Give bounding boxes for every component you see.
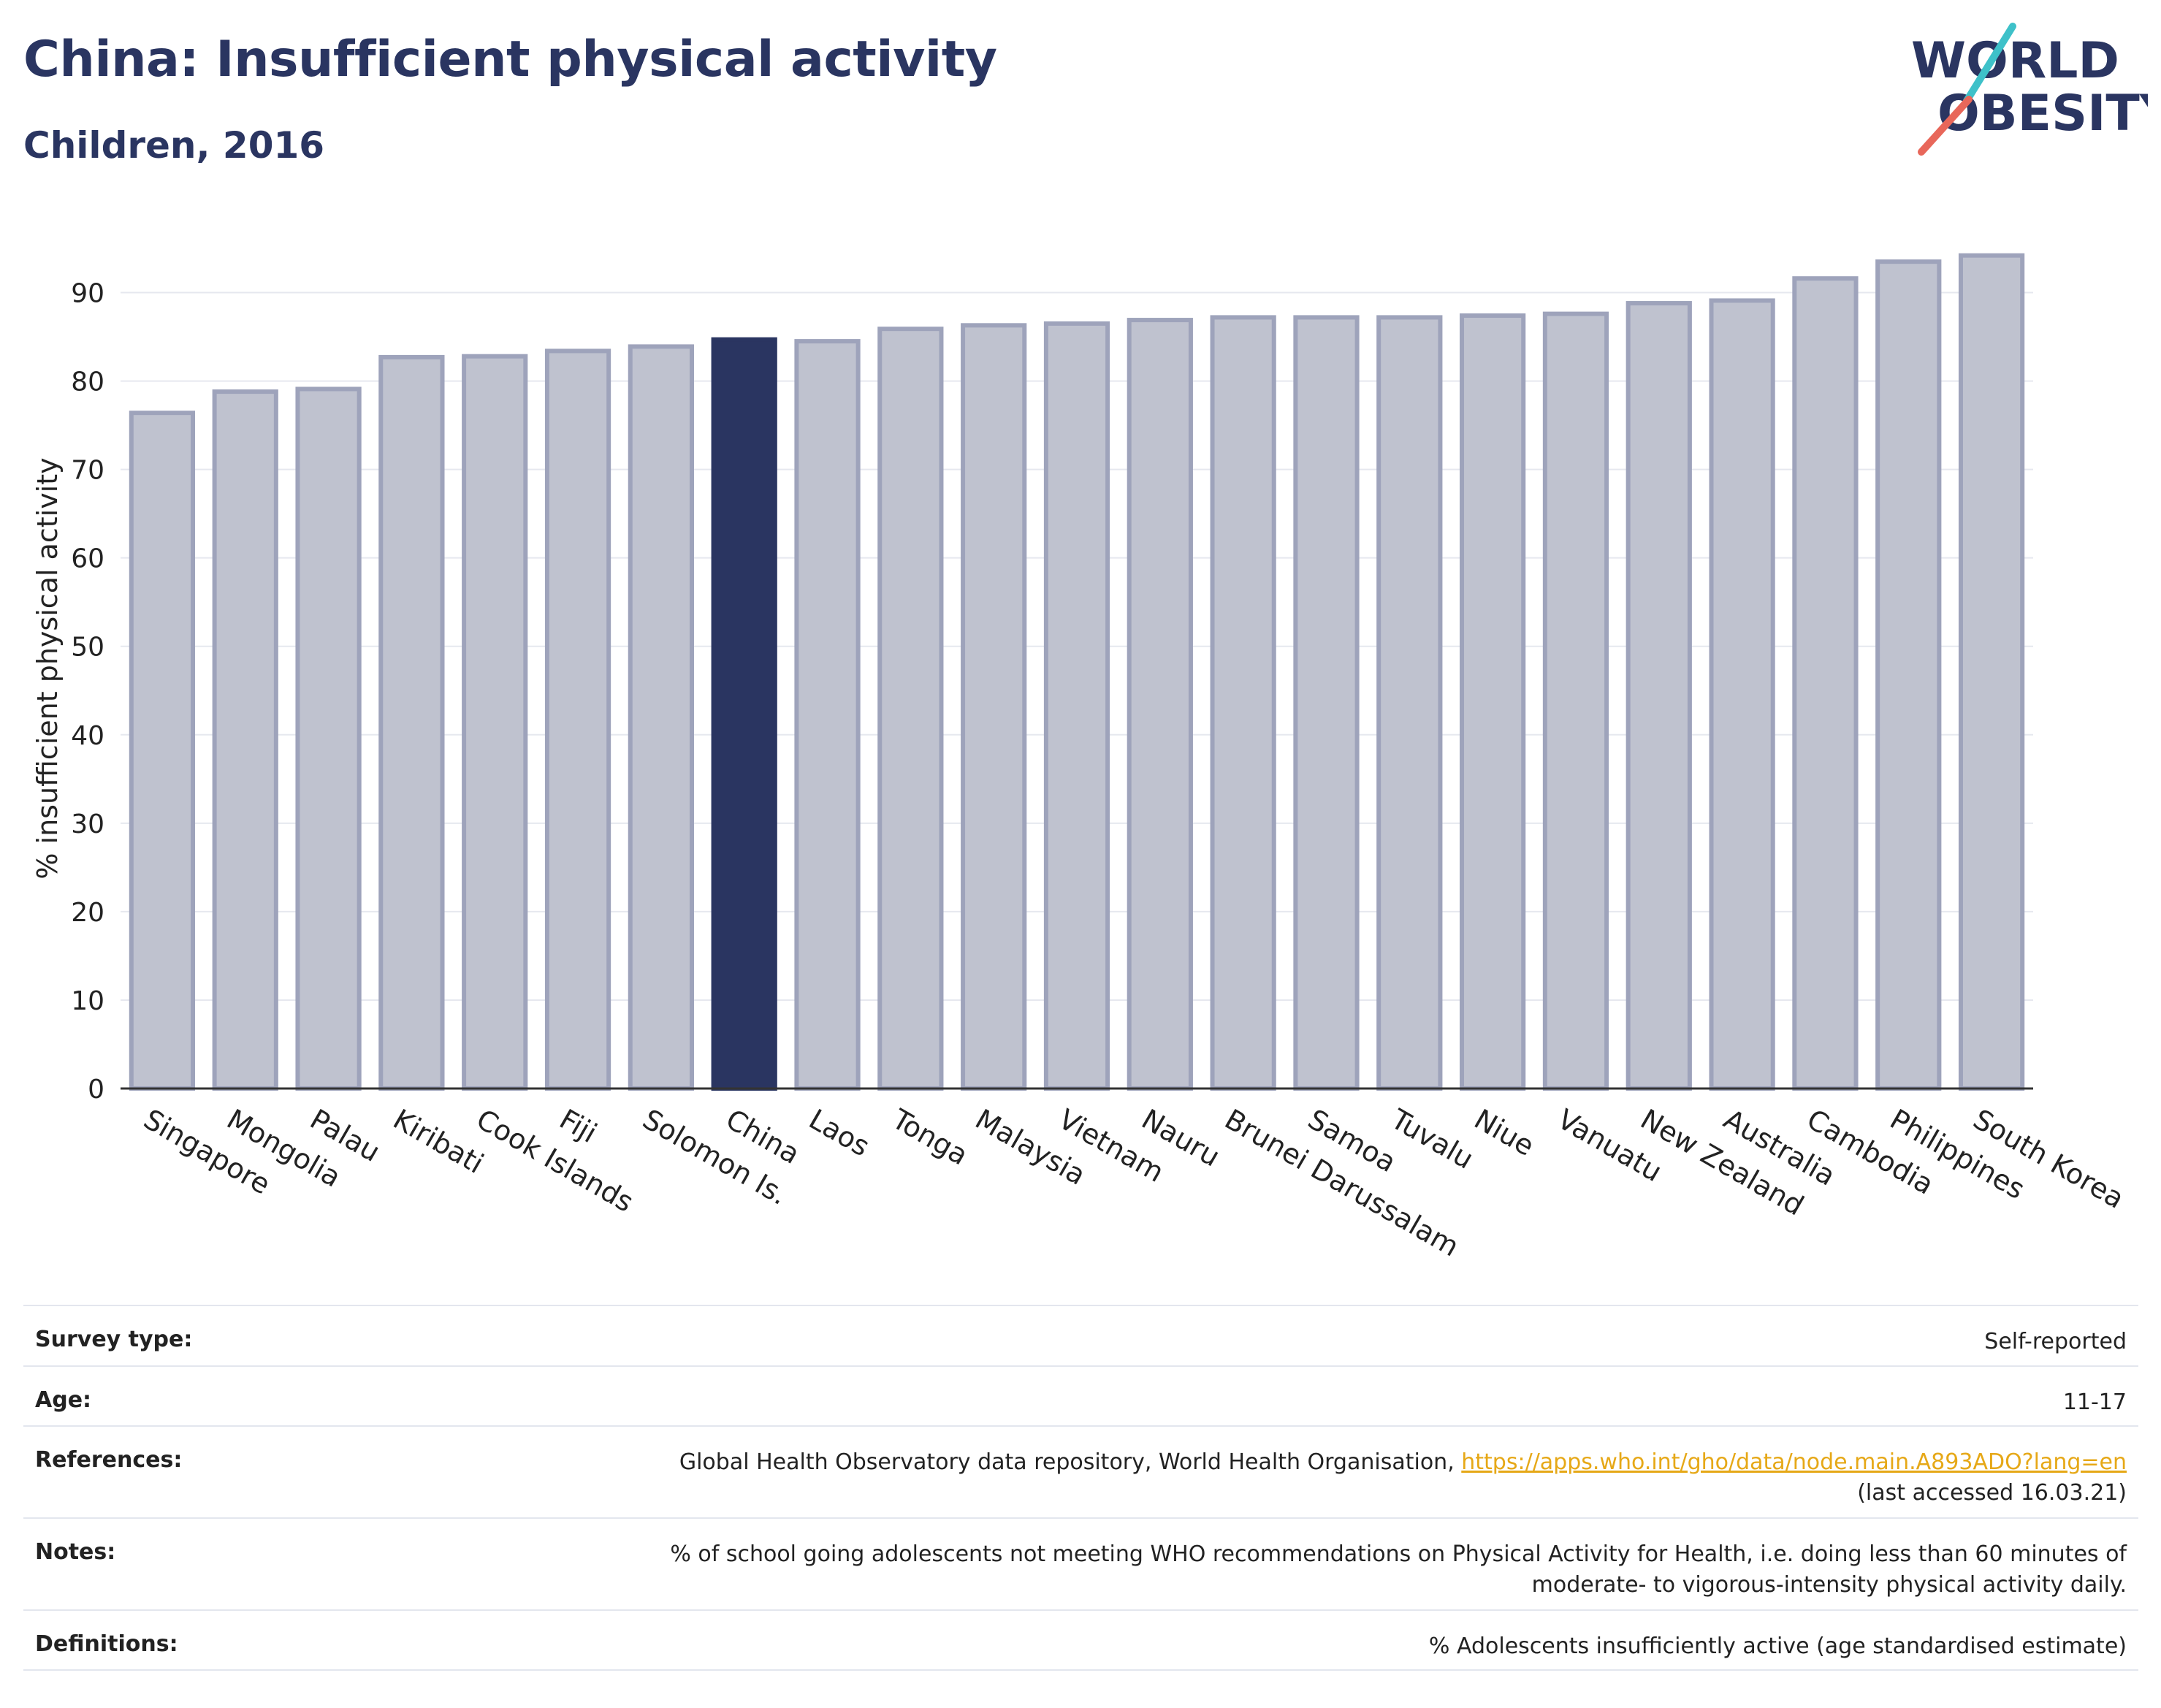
bar-tuvalu [1376,315,1443,1091]
bar-vietnam [1043,321,1110,1091]
bar-fiji [544,348,611,1091]
survey-type-row: Survey type: Self-reported [23,1305,2138,1365]
age-label: Age: [35,1387,92,1413]
age-value: 11-17 [2062,1389,2127,1415]
survey-type-value: Self-reported [1984,1329,2127,1354]
y-tick-label: 60 [71,544,104,574]
age-row: Age: 11-17 [23,1365,2138,1425]
notes-line-2: moderate- to vigorous-intensity physical… [1531,1572,2127,1598]
references-label: References: [35,1447,183,1473]
bar-tonga [877,327,944,1091]
bar-solomon-is [628,344,694,1091]
bar-brunei-darussalam [1210,315,1276,1091]
references-link[interactable]: https://apps.who.int/gho/data/node.main.… [1461,1449,2127,1475]
bar-kiribati [378,354,445,1091]
x-tick-label: Niue [1469,1103,1540,1162]
logo-slash-teal [1963,23,2016,104]
notes-label: Notes: [35,1539,116,1565]
notes-value: % of school going adolescents not meetin… [670,1539,2127,1601]
definitions-value: % Adolescents insufficiently active (age… [1428,1633,2127,1659]
bar-chart: 0 10 20 30 40 50 60 70 80 90 SingaporeMongoliaPal… [31,253,2130,1263]
y-axis-label: % insufficient physical activity [31,457,64,879]
references-text: Global Health Observatory data repositor… [679,1449,1462,1475]
x-tick-label: Fiji [554,1103,603,1149]
y-tick-label: 50 [71,633,104,663]
notes-row: Notes: % of school going adolescents not… [23,1517,2138,1609]
bar-mongolia [212,389,278,1091]
references-value: Global Health Observatory data repositor… [679,1447,2127,1509]
bar-australia [1709,298,1775,1091]
references-row: References: Global Health Observatory da… [23,1425,2138,1517]
bar-vanuatu [1542,311,1609,1091]
x-tick-label: Cook Islands [471,1103,639,1219]
info-table: Survey type: Self-reported Age: 11-17 Re… [23,1305,2138,1671]
x-tick-label: Kiribati [388,1103,489,1180]
x-tick-label: Tonga [886,1102,973,1171]
y-tick-label: 80 [71,367,104,397]
world-obesity-logo: WORLD OBESITY [1911,23,2148,156]
y-tick-label: 40 [71,721,104,751]
x-tick-label: Laos [804,1103,875,1163]
notes-line-1: % of school going adolescents not meetin… [670,1541,2127,1567]
bars [129,253,2025,1091]
y-tick-label: 70 [71,456,104,486]
bar-cambodia [1792,276,1859,1091]
x-tick-label: Tuvalu [1385,1102,1479,1175]
bar-nauru [1127,318,1193,1091]
bar-singapore [129,411,196,1091]
y-tick-label: 90 [71,279,104,309]
y-tick-label: 20 [71,898,104,928]
bar-laos [794,339,861,1091]
bar-malaysia [961,323,1027,1091]
bar-new-zealand [1625,301,1692,1091]
page-subtitle: Children, 2016 [23,124,325,167]
bar-palau [295,386,362,1091]
y-tick-labels: 0 10 20 30 40 50 60 70 80 90 [71,279,104,1105]
bar-china [711,337,777,1091]
y-tick-label: 0 [88,1075,104,1105]
logo-line-1: WORLD [1911,32,2119,90]
bar-philippines [1875,259,1942,1091]
bar-south-korea [1958,253,2025,1091]
bar-niue [1460,313,1526,1091]
bar-samoa [1293,315,1360,1091]
y-tick-label: 30 [71,809,104,839]
y-tick-label: 10 [71,986,104,1016]
references-accessed: (last accessed 16.03.21) [1857,1480,2127,1506]
logo-slash-coral [1918,96,1973,156]
page-title: China: Insufficient physical activity [23,31,997,88]
definitions-label: Definitions: [35,1631,178,1657]
definitions-row: Definitions: % Adolescents insufficientl… [23,1609,2138,1671]
bar-cook-islands [462,354,528,1091]
survey-type-label: Survey type: [35,1327,193,1352]
